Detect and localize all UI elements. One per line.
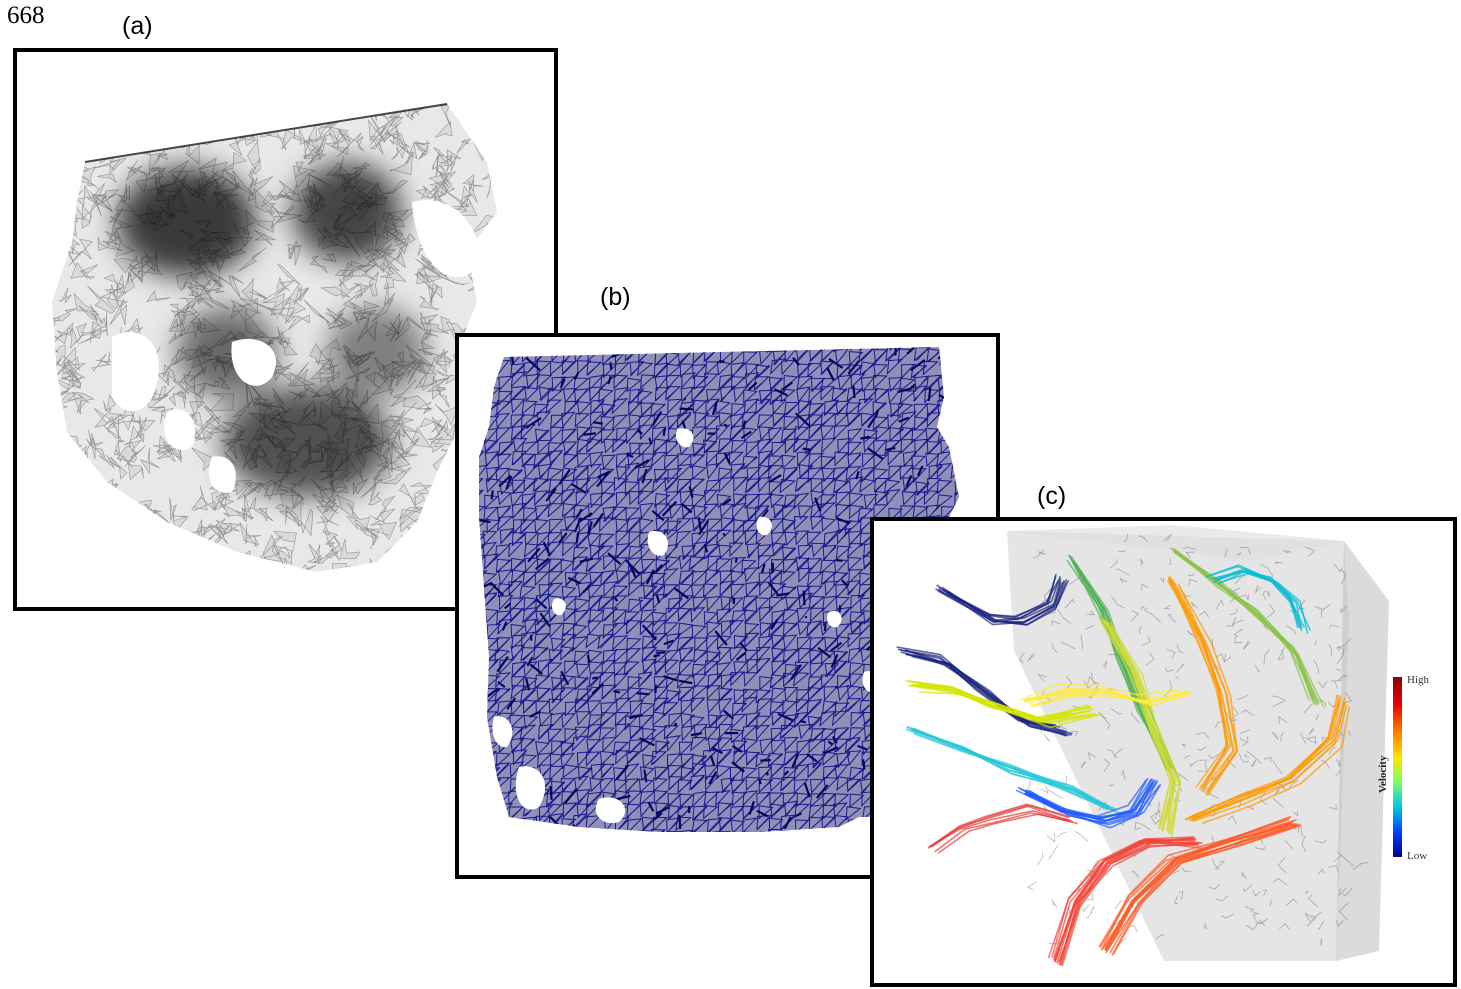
- panel-a-label: (a): [122, 12, 153, 40]
- colorbar-title: Velocity: [1377, 755, 1389, 793]
- panel-b-label: (b): [600, 283, 631, 311]
- velocity-colorbar: High Low Velocity: [1377, 674, 1430, 862]
- mesh-voids: [492, 428, 883, 824]
- colorbar-high-label: High: [1407, 674, 1430, 686]
- pore-network-image: [52, 103, 497, 572]
- panel-c-streamlines: High Low Velocity: [870, 517, 1457, 987]
- dense-clusters: [117, 162, 427, 497]
- colorbar-gradient: [1393, 677, 1402, 857]
- panel-c-label: (c): [1037, 482, 1067, 510]
- colorbar-low-label: Low: [1407, 850, 1427, 862]
- domain-box: [1007, 525, 1389, 961]
- void-regions: [112, 200, 479, 493]
- line-number: 668: [7, 2, 45, 29]
- panel-a-pore-network: [13, 48, 558, 611]
- streamline-image: High Low Velocity: [896, 525, 1430, 967]
- velocity-streamlines: [896, 547, 1351, 967]
